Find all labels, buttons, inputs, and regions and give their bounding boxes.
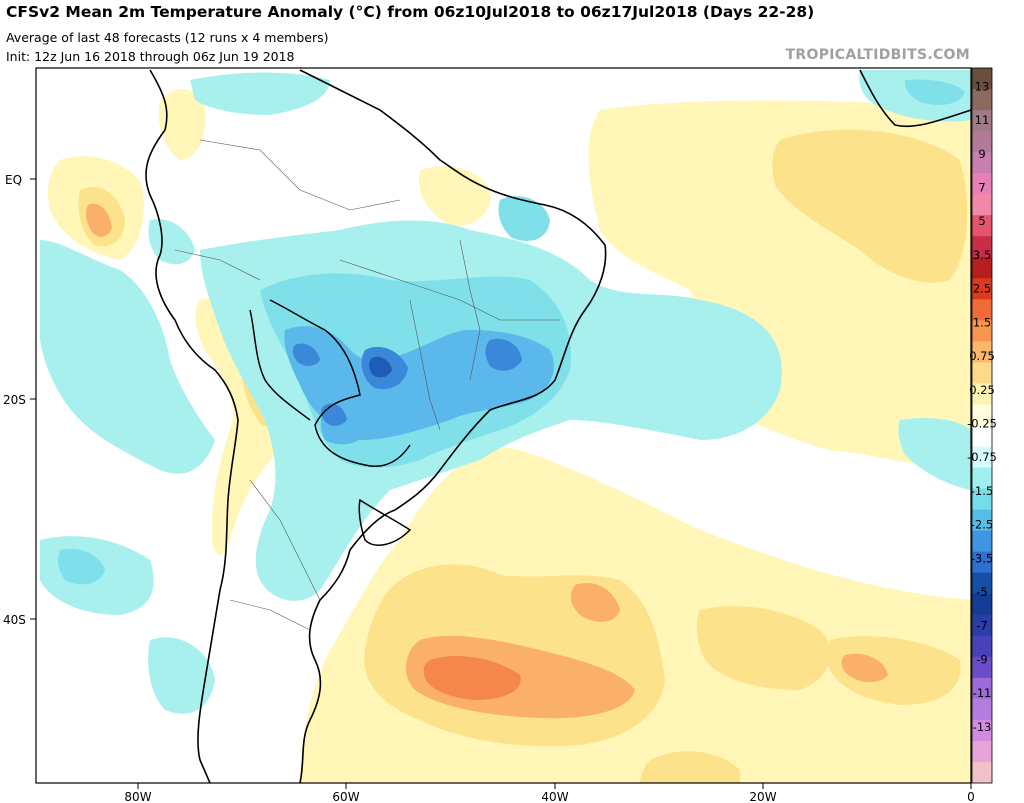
state-borders: [174, 139, 560, 631]
lon-label-40w: 40W: [541, 790, 568, 803]
colorbar-swatch: [972, 593, 992, 616]
colorbar-swatch: [972, 194, 992, 216]
colorbar-label: 13: [975, 79, 990, 93]
map-subtitle: Average of last 48 forecasts (12 runs x …: [6, 30, 329, 45]
colorbar-swatch: [972, 530, 992, 553]
colorbar-label: -9: [976, 652, 987, 666]
colorbar-swatch: [972, 572, 992, 595]
lon-label-60w: 60W: [332, 790, 359, 803]
colorbar-swatch: [972, 152, 992, 174]
colorbar-label: 11: [975, 113, 990, 127]
colorbar-swatch: [972, 677, 992, 700]
colorbar-frame: [971, 67, 993, 784]
brand-watermark: TROPICALTIDBITS.COM: [785, 47, 970, 63]
colorbar-swatch: [972, 551, 992, 574]
colorbar-label: -1.5: [971, 484, 993, 498]
colorbar-swatch: [972, 425, 992, 448]
colorbar-swatch: [972, 131, 992, 153]
colorbar-swatch: [972, 614, 992, 637]
colorbar-label: -2.5: [971, 518, 993, 532]
colorbar-label: 7: [978, 181, 985, 195]
colorbar-swatch: [972, 467, 992, 490]
colorbar-swatch: [972, 362, 992, 384]
colorbar-swatch: [972, 383, 992, 405]
colorbar-label: -3.5: [971, 551, 993, 565]
colorbar-swatch: [972, 698, 992, 721]
colorbar-label: -0.25: [967, 416, 997, 430]
lat-label-eq: EQ: [5, 173, 22, 187]
coastline: [145, 69, 971, 783]
warm-anomaly-peak: [423, 655, 521, 700]
colorbar-swatch: [972, 635, 992, 658]
colorbar-swatch: [972, 215, 992, 237]
colorbar-label: -7: [976, 619, 987, 633]
lon-label-80w: 80W: [124, 790, 151, 803]
colorbar-swatch: [972, 173, 992, 195]
colorbar-swatch: [972, 341, 992, 363]
colorbar-label: -11: [973, 686, 992, 700]
colorbar-labels: 13 11 9 7 5 3.5 2.5 1.5 0.75 0.25 -0.25 -0.75 -1.5 -2…: [967, 79, 997, 733]
colorbar-label: 5: [978, 214, 985, 228]
colorbar-label: 0.25: [969, 383, 995, 397]
colorbar-label: 1.5: [973, 315, 991, 329]
colorbar-swatch: [972, 719, 992, 742]
longitude-axis: 80W 60W 40W 20W 0: [124, 783, 975, 803]
cool-anomaly-max: [369, 356, 392, 378]
colorbar-swatch: [972, 446, 992, 469]
colorbar-label: -5: [976, 585, 987, 599]
colorbar-swatch: [972, 236, 992, 258]
colorbar-swatch: [972, 299, 992, 321]
colorbar-swatch: [972, 740, 992, 763]
colorbar-label: 9: [978, 147, 985, 161]
colorbar-label: 2.5: [973, 282, 991, 296]
colorbar-swatch: [972, 488, 992, 511]
colorbar-label: 3.5: [973, 248, 991, 262]
country-borders: [249, 299, 412, 546]
colorbar-swatch: [972, 320, 992, 342]
lon-label-20w: 20W: [749, 790, 776, 803]
colorbar-swatch: [972, 89, 992, 111]
map-frame: [35, 67, 972, 784]
map-title: CFSv2 Mean 2m Temperature Anomaly (°C) f…: [6, 3, 815, 21]
colorbar-label: -13: [973, 720, 992, 734]
map-area: [36, 68, 971, 783]
colorbar-swatch: [972, 404, 992, 426]
colorbar-swatch: [972, 257, 992, 279]
colorbar-swatch: [972, 656, 992, 679]
latitude-axis: EQ 20S 40S: [3, 173, 36, 627]
colorbar-swatch: [972, 761, 992, 784]
colorbar: [971, 67, 993, 784]
colorbar-swatch: [972, 509, 992, 532]
lat-label-40s: 40S: [3, 613, 26, 627]
init-time: Init: 12z Jun 16 2018 through 06z Jun 19…: [6, 49, 295, 64]
colorbar-label: -0.75: [967, 450, 997, 464]
lat-label-20s: 20S: [3, 393, 26, 407]
colorbar-swatch: [972, 278, 992, 300]
colorbar-swatch: [972, 110, 992, 132]
colorbar-swatch: [972, 68, 992, 90]
lon-label-0: 0: [967, 790, 975, 803]
colorbar-label: 0.75: [969, 349, 995, 363]
